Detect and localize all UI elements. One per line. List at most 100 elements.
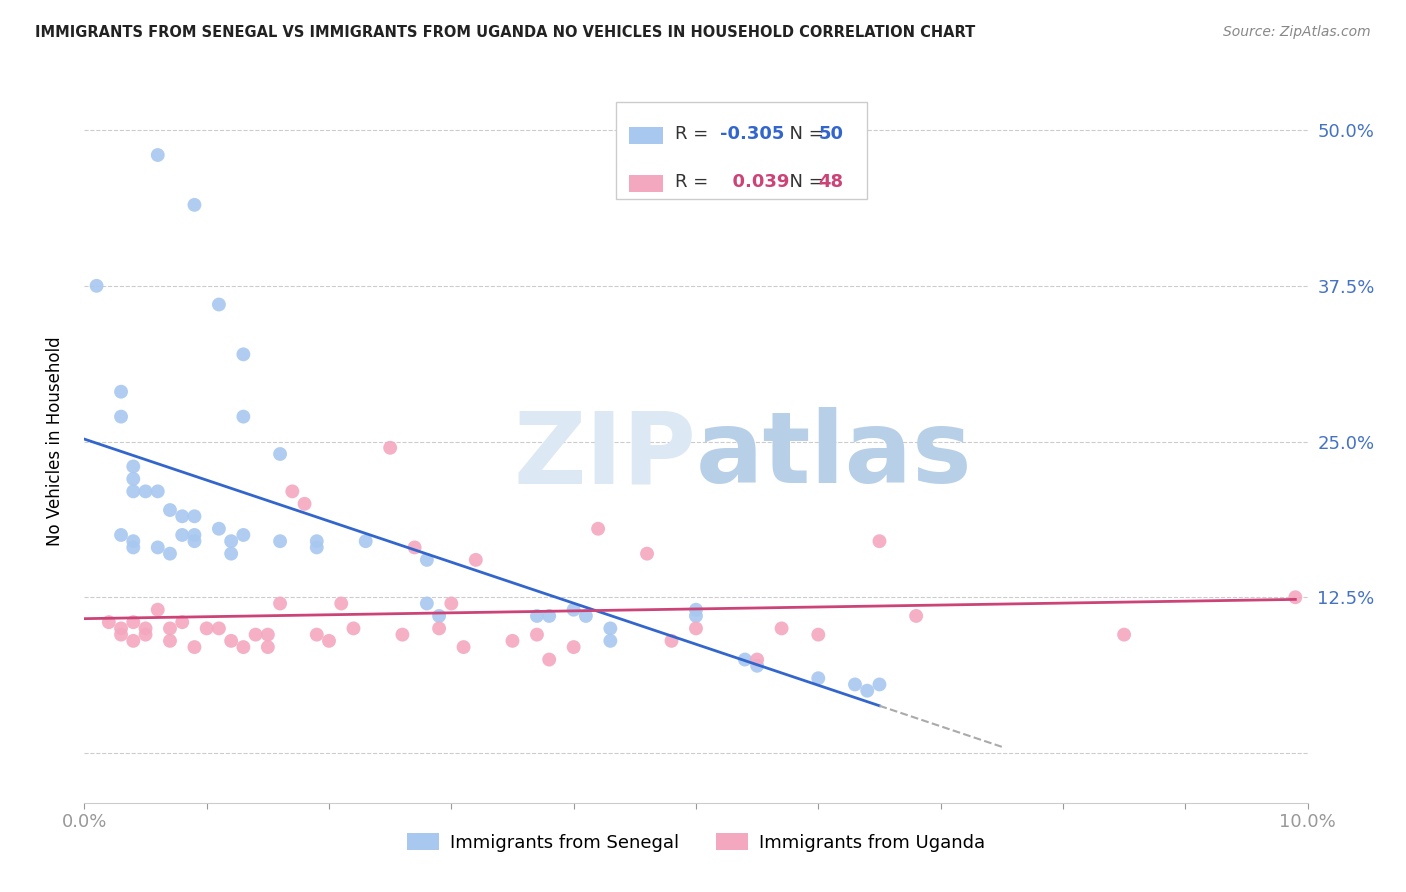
Point (905, 609, 928, 624)
Point (354, 534, 377, 549)
Point (318, 633, 340, 648)
Point (172, 528, 194, 542)
Point (159, 547, 181, 561)
FancyBboxPatch shape (628, 175, 664, 192)
Point (183, 640, 205, 654)
Point (183, 528, 205, 542)
Point (232, 528, 254, 542)
Point (734, 652, 756, 666)
Point (122, 541, 145, 555)
Point (122, 633, 145, 648)
Text: N =: N = (778, 125, 830, 143)
Point (807, 671, 830, 685)
Point (257, 640, 280, 654)
Point (135, 484, 157, 499)
Point (404, 541, 426, 555)
Point (330, 597, 353, 611)
Point (232, 640, 254, 654)
Point (747, 658, 769, 673)
Point (110, 384, 132, 399)
FancyBboxPatch shape (616, 102, 868, 200)
Point (636, 547, 658, 561)
Point (122, 615, 145, 630)
Point (183, 534, 205, 549)
Point (110, 621, 132, 635)
Point (135, 621, 157, 635)
Point (208, 621, 231, 635)
Point (391, 627, 413, 641)
Point (97, 615, 120, 630)
Point (685, 621, 707, 635)
Point (183, 509, 205, 524)
Point (869, 534, 891, 549)
Point (869, 677, 891, 691)
Point (122, 484, 145, 499)
Point (685, 609, 707, 624)
Text: ZIP: ZIP (513, 408, 696, 505)
Point (281, 484, 304, 499)
Point (599, 621, 621, 635)
Point (747, 652, 769, 666)
Point (219, 633, 242, 648)
Point (183, 198, 205, 212)
Point (208, 522, 231, 536)
Text: 48: 48 (818, 173, 844, 191)
Point (110, 627, 132, 641)
Text: atlas: atlas (696, 408, 973, 505)
Point (159, 621, 181, 635)
Point (685, 603, 707, 617)
Point (856, 683, 879, 698)
Point (562, 640, 585, 654)
Point (416, 597, 439, 611)
Point (305, 534, 328, 549)
Point (526, 627, 548, 641)
Point (122, 472, 145, 486)
Point (122, 459, 145, 474)
Text: 50: 50 (818, 125, 844, 143)
Point (172, 615, 194, 630)
FancyBboxPatch shape (628, 127, 664, 145)
Point (538, 609, 561, 624)
Point (219, 547, 242, 561)
Point (110, 409, 132, 424)
Point (538, 652, 561, 666)
Text: R =: R = (675, 173, 714, 191)
Point (807, 627, 830, 641)
Point (159, 503, 181, 517)
Point (159, 633, 181, 648)
Point (380, 441, 402, 455)
Point (146, 541, 169, 555)
Point (146, 603, 169, 617)
Legend: Immigrants from Senegal, Immigrants from Uganda: Immigrants from Senegal, Immigrants from… (399, 826, 993, 859)
Text: -0.305: -0.305 (720, 125, 785, 143)
Point (844, 677, 866, 691)
Point (146, 148, 169, 162)
Point (219, 534, 242, 549)
Point (416, 553, 439, 567)
Point (586, 522, 609, 536)
Point (661, 633, 683, 648)
Point (562, 603, 585, 617)
Point (110, 528, 132, 542)
Text: 0.039: 0.039 (720, 173, 790, 191)
Point (135, 627, 157, 641)
Point (86, 278, 108, 293)
Point (208, 297, 231, 311)
Point (269, 534, 291, 549)
Point (232, 409, 254, 424)
Point (502, 633, 524, 648)
Point (245, 627, 267, 641)
Point (257, 627, 280, 641)
Text: R =: R = (675, 125, 714, 143)
Point (453, 640, 475, 654)
Y-axis label: No Vehicles in Household: No Vehicles in Household (45, 336, 63, 547)
Point (269, 447, 291, 461)
Point (427, 609, 450, 624)
Point (599, 633, 621, 648)
Text: IMMIGRANTS FROM SENEGAL VS IMMIGRANTS FROM UGANDA NO VEHICLES IN HOUSEHOLD CORRE: IMMIGRANTS FROM SENEGAL VS IMMIGRANTS FR… (35, 25, 976, 40)
Point (269, 597, 291, 611)
Point (294, 497, 316, 511)
Text: Source: ZipAtlas.com: Source: ZipAtlas.com (1223, 25, 1371, 39)
Text: N =: N = (778, 173, 830, 191)
Point (305, 627, 328, 641)
